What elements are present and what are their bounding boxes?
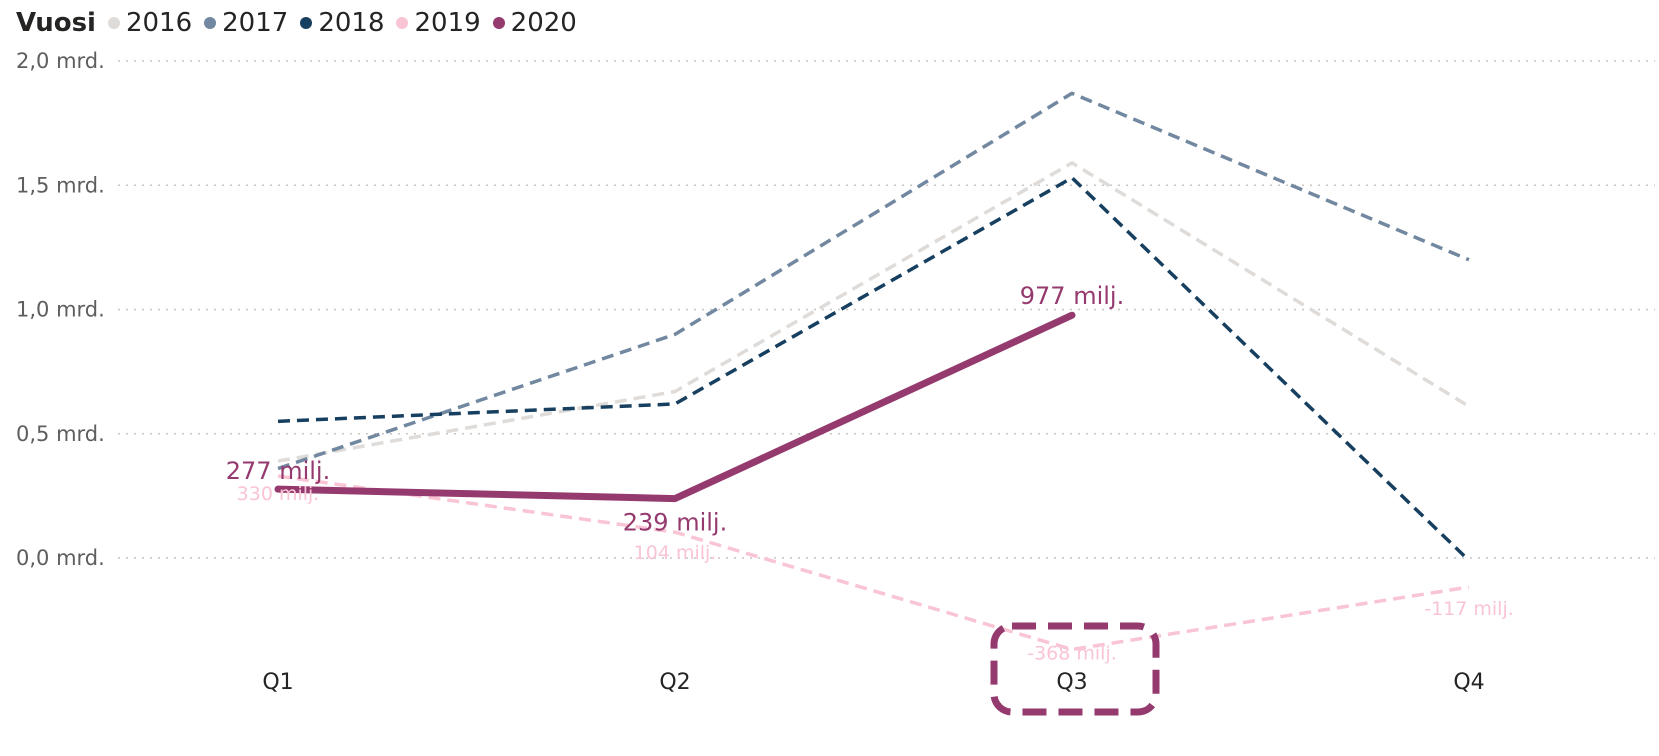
legend-label: 2019 bbox=[414, 8, 481, 38]
data-label-2020-Q2: 239 milj. bbox=[623, 509, 727, 537]
y-tick-label: 2,0 mrd. bbox=[16, 49, 105, 73]
legend-dot-icon bbox=[107, 17, 120, 29]
legend-label: 2017 bbox=[222, 8, 289, 38]
series-line-2017 bbox=[277, 91, 1470, 471]
y-tick-label: 1,0 mrd. bbox=[16, 298, 105, 322]
data-label-2019-Q2: 104 milj. bbox=[634, 542, 717, 564]
legend-title: Vuosi bbox=[16, 8, 96, 38]
series-line-2018 bbox=[277, 176, 1471, 562]
legend-dot-icon bbox=[300, 17, 313, 29]
legend-label: 2020 bbox=[510, 8, 577, 38]
series-line-2016 bbox=[277, 161, 1470, 463]
legend-dot-icon bbox=[396, 17, 409, 29]
legend: Vuosi 2016 2017 2018 2019 2020 bbox=[16, 6, 589, 40]
series-line-2020 bbox=[274, 311, 1076, 503]
legend-dot-icon bbox=[492, 17, 505, 29]
legend-item-2017[interactable]: 2017 bbox=[204, 8, 288, 38]
x-tick-label-Q1: Q1 bbox=[262, 670, 293, 695]
highlight-box bbox=[990, 622, 1160, 716]
legend-label: 2016 bbox=[125, 8, 193, 38]
legend-dot-icon bbox=[204, 17, 217, 29]
data-label-2019-Q1: 330 milj. bbox=[237, 483, 320, 505]
data-label-2020-Q3: 977 milj. bbox=[1020, 282, 1124, 310]
y-tick-label: 1,5 mrd. bbox=[16, 173, 105, 197]
legend-item-2019[interactable]: 2019 bbox=[396, 8, 481, 38]
series-line-2019 bbox=[277, 474, 1470, 652]
legend-item-2016[interactable]: 2016 bbox=[107, 8, 193, 38]
x-tick-label-Q4: Q4 bbox=[1453, 670, 1484, 695]
legend-label: 2018 bbox=[318, 8, 385, 38]
data-label-2019-Q4: -117 milj. bbox=[1424, 598, 1514, 620]
y-tick-label: 0,0 mrd. bbox=[16, 546, 105, 570]
legend-item-2020[interactable]: 2020 bbox=[492, 8, 577, 38]
x-tick-label-Q2: Q2 bbox=[659, 670, 690, 695]
legend-item-2018[interactable]: 2018 bbox=[300, 8, 384, 38]
data-label-2019-Q3: -368 milj. bbox=[1027, 642, 1117, 664]
y-tick-label: 0,5 mrd. bbox=[16, 422, 105, 446]
x-tick-label-Q3: Q3 bbox=[1056, 670, 1087, 695]
data-label-2020-Q1: 277 milj. bbox=[226, 457, 330, 485]
